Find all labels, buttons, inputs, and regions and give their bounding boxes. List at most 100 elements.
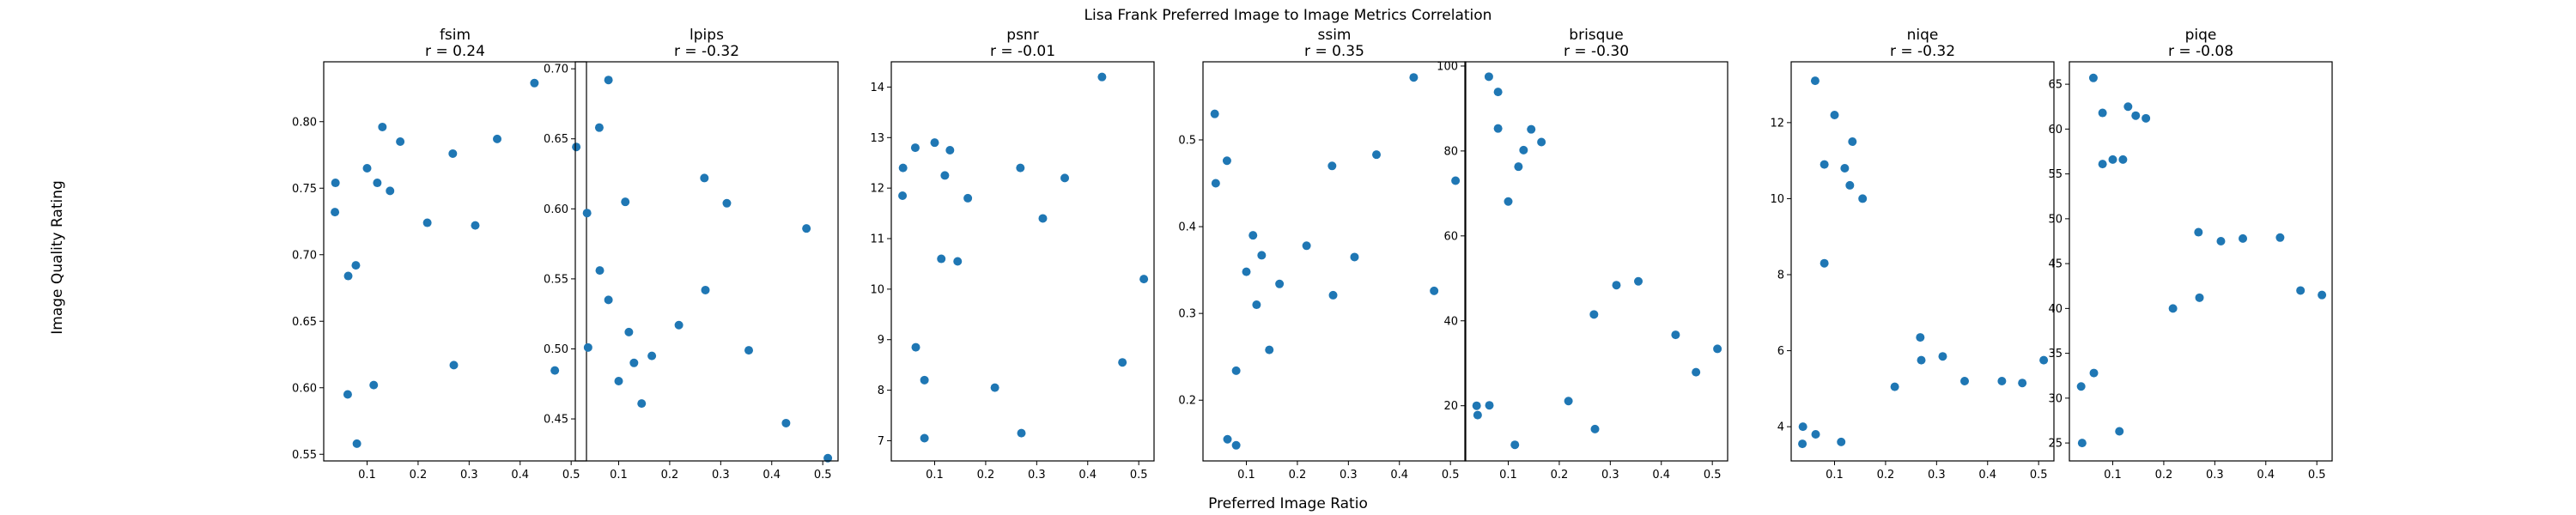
data-point: [1472, 401, 1481, 410]
x-tick-label: 0.3: [1028, 469, 1046, 482]
data-point: [1798, 439, 1807, 449]
y-tick-label: 7: [878, 435, 884, 448]
data-point: [2108, 154, 2117, 164]
y-tick-label: 55: [2048, 168, 2063, 181]
data-point: [343, 390, 352, 399]
data-point: [1692, 367, 1701, 377]
y-tick-label: 20: [1443, 400, 1458, 413]
y-tick-label: 0.65: [292, 316, 317, 329]
data-point: [595, 266, 605, 276]
data-point: [1820, 160, 1829, 169]
data-point: [1589, 310, 1599, 319]
y-tick-label: 12: [870, 183, 884, 196]
data-point: [2168, 304, 2178, 313]
y-tick-label: 40: [1443, 315, 1458, 328]
data-point: [594, 123, 604, 132]
data-point: [937, 254, 946, 264]
y-tick-label: 0.55: [292, 449, 317, 462]
y-tick-label: 0.50: [544, 343, 568, 356]
y-tick-label: 30: [2048, 392, 2063, 405]
data-point: [2195, 293, 2204, 302]
data-point: [1484, 72, 1493, 82]
data-point: [1510, 440, 1520, 450]
data-point: [1275, 279, 1285, 288]
y-tick-label: 45: [2048, 258, 2063, 271]
data-point: [2118, 154, 2128, 164]
data-point: [1997, 377, 2007, 385]
axes-frame: [1790, 61, 2055, 462]
data-point: [920, 375, 929, 385]
data-point: [351, 261, 361, 270]
data-point: [2296, 286, 2306, 295]
data-point: [1820, 258, 1829, 268]
data-point: [1473, 410, 1482, 420]
y-tick-label: 50: [2048, 213, 2063, 226]
x-tick-label: 0.3: [1601, 469, 1619, 482]
data-point: [369, 380, 379, 390]
axes-frame: [2069, 61, 2333, 462]
data-point: [1249, 231, 1258, 240]
panel-subtitle: r = -0.32: [1890, 43, 1955, 60]
data-point: [1514, 162, 1523, 172]
data-point: [910, 143, 920, 153]
data-point: [629, 358, 639, 367]
y-tick-label: 0.70: [292, 249, 317, 262]
data-point: [1916, 333, 1925, 342]
data-point: [953, 257, 963, 266]
data-point: [422, 218, 432, 227]
data-point: [1612, 281, 1621, 290]
data-point: [448, 148, 458, 158]
x-tick-label: 0.5: [1442, 469, 1460, 482]
data-point: [1231, 440, 1241, 450]
data-point: [1372, 150, 1382, 160]
data-point: [945, 146, 955, 155]
data-point: [362, 164, 372, 173]
data-point: [1938, 352, 1947, 361]
x-tick-label: 0.2: [1289, 469, 1307, 482]
data-point: [1252, 300, 1261, 310]
axes-frame: [1464, 61, 1728, 462]
x-tick-label: 0.4: [1078, 469, 1097, 482]
data-point: [1328, 290, 1338, 300]
data-point: [1798, 422, 1807, 432]
data-point: [2131, 111, 2141, 120]
data-point: [781, 418, 791, 427]
data-point: [1634, 276, 1643, 286]
y-tick-label: 60: [1443, 230, 1458, 243]
data-point: [1845, 180, 1855, 190]
data-point: [1265, 345, 1274, 354]
data-point: [2142, 113, 2151, 123]
data-point: [604, 76, 613, 85]
data-point: [373, 179, 382, 188]
data-point: [1713, 344, 1722, 354]
data-point: [700, 173, 709, 183]
data-point: [1858, 194, 1868, 203]
x-tick-label: 0.3: [460, 469, 478, 482]
y-tick-label: 4: [1777, 421, 1784, 434]
y-tick-label: 12: [1770, 117, 1784, 130]
y-tick-label: 10: [870, 283, 884, 296]
data-point: [2239, 233, 2248, 243]
data-point: [2039, 355, 2049, 365]
data-point: [1590, 424, 1600, 433]
y-tick-label: 40: [2048, 303, 2063, 316]
panel-subtitle: r = 0.35: [1304, 43, 1364, 60]
data-point: [1327, 161, 1337, 171]
y-tick-label: 0.70: [544, 64, 568, 76]
x-tick-label: 0.3: [1340, 469, 1358, 482]
data-point: [1493, 88, 1503, 97]
y-tick-label: 0.5: [1178, 134, 1196, 147]
data-point: [2115, 427, 2124, 436]
x-tick-label: 0.4: [1652, 469, 1670, 482]
data-point: [1960, 377, 1970, 385]
x-tick-label: 0.2: [661, 469, 679, 482]
y-tick-label: 6: [1777, 345, 1784, 358]
y-tick-label: 0.60: [292, 382, 317, 395]
data-point: [1430, 286, 1439, 295]
x-tick-label: 0.1: [1499, 469, 1517, 482]
data-point: [1504, 197, 1513, 206]
